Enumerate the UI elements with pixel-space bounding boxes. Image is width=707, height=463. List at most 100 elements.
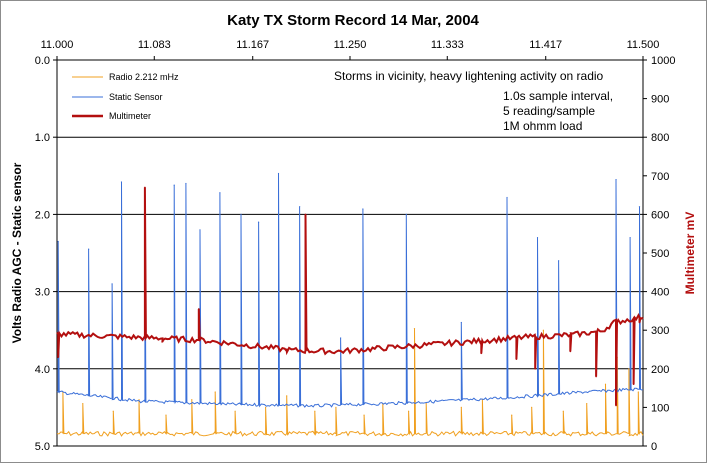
right-tick-label: 800 xyxy=(651,132,669,144)
static-spike-point xyxy=(240,213,242,215)
static-spike-point xyxy=(120,181,123,183)
right-axis-label: Multimeter mV xyxy=(683,212,697,295)
static-spike-point xyxy=(506,196,508,199)
radio-spike-point xyxy=(214,391,216,393)
radio-spike-point xyxy=(408,410,410,412)
multimeter-spike-point xyxy=(515,358,518,360)
radio-spike-point xyxy=(138,399,140,401)
plot-area xyxy=(53,56,647,447)
radio-spike-point xyxy=(637,391,639,393)
radio-spike-point xyxy=(511,414,513,416)
left-tick-label: 2.0 xyxy=(35,209,50,221)
multimeter-spike-point xyxy=(198,308,200,310)
static-spike-point xyxy=(88,248,90,250)
right-tick-label: 200 xyxy=(651,364,669,376)
legend-static-label: Static Sensor xyxy=(109,92,163,102)
static-spike-point xyxy=(299,206,301,208)
multimeter-spike-point xyxy=(144,186,146,189)
radio-spike-point xyxy=(425,402,427,405)
radio-spike-point xyxy=(286,395,288,397)
static-spike-point xyxy=(257,221,260,223)
static-spike-point xyxy=(638,206,641,208)
radio-spike-point xyxy=(628,368,630,370)
radio-spike-point xyxy=(112,410,114,412)
multimeter-spike-point xyxy=(569,350,572,353)
top-tick-label: 11.417 xyxy=(529,39,562,51)
right-tick-label: 100 xyxy=(651,402,669,414)
radio-spike-point xyxy=(460,406,462,408)
static-spike-point xyxy=(185,182,187,185)
right-tick-label: 500 xyxy=(651,248,669,260)
annotation-load: 1M ohmm load xyxy=(503,119,582,133)
legend-radio-label: Radio 2.212 mHz xyxy=(109,72,179,82)
multimeter-spike-point xyxy=(304,213,307,216)
multimeter-spike-point xyxy=(57,356,59,359)
multimeter-spike-point xyxy=(284,348,287,351)
radio-spike-point xyxy=(335,406,337,408)
static-spike-point xyxy=(536,236,539,239)
left-tick-label: 3.0 xyxy=(35,287,50,299)
multimeter-spike-point xyxy=(638,321,641,324)
multimeter-spike-point xyxy=(615,404,617,407)
series-multimeter-line xyxy=(56,187,644,406)
top-tick-label: 11.250 xyxy=(334,39,367,51)
left-tick-label: 4.0 xyxy=(35,364,50,376)
radio-spike-point xyxy=(531,406,533,408)
right-tick-label: 300 xyxy=(651,325,669,337)
radio-spike-point xyxy=(542,329,544,331)
right-tick-label: 600 xyxy=(651,209,669,221)
radio-spike-point xyxy=(363,414,365,416)
radio-spike-point xyxy=(165,414,167,416)
radio-spike-point xyxy=(191,399,193,401)
radio-spike-point xyxy=(234,410,236,412)
multimeter-spike-point xyxy=(595,375,597,378)
right-tick-label: 700 xyxy=(651,171,669,183)
static-spike-point xyxy=(173,184,175,186)
static-spike-point xyxy=(405,213,407,215)
multimeter-spike-point xyxy=(632,383,635,386)
left-tick-label: 1.0 xyxy=(35,132,50,144)
static-spike-point xyxy=(219,192,221,194)
static-spike-point xyxy=(57,240,59,243)
top-tick-label: 11.167 xyxy=(236,39,269,51)
static-spike-point xyxy=(362,208,364,210)
static-spike-point xyxy=(615,179,617,181)
static-spike-point xyxy=(558,260,560,262)
top-tick-label: 11.333 xyxy=(431,39,464,51)
static-spike-point xyxy=(199,229,201,231)
series-static-line xyxy=(56,173,644,408)
annotation-interval: 1.0s sample interval, xyxy=(503,89,613,103)
radio-spike-point xyxy=(413,328,416,330)
top-tick-label: 11.500 xyxy=(627,39,660,51)
legend: Radio 2.212 mHz Static Sensor Multimeter xyxy=(72,72,179,121)
static-spike-point xyxy=(111,283,113,285)
static-spike-point xyxy=(340,337,342,339)
right-tick-label: 0 xyxy=(651,441,657,453)
series-radio-line xyxy=(56,328,644,437)
right-tick-label: 400 xyxy=(651,287,669,299)
left-axis-label: Volts Radio AGC - Static sensor xyxy=(10,162,24,343)
left-tick-label: 5.0 xyxy=(35,441,50,453)
multimeter-spike-point xyxy=(480,352,483,355)
radio-spike-point xyxy=(82,402,84,405)
radio-spike-point xyxy=(314,410,316,412)
annotation-readings: 5 reading/sample xyxy=(503,104,595,118)
legend-multimeter-label: Multimeter xyxy=(109,111,151,121)
radio-spike-point xyxy=(586,402,588,405)
radio-spike-point xyxy=(604,383,607,385)
radio-spike-point xyxy=(562,410,564,412)
chart-title: Katy TX Storm Record 14 Mar, 2004 xyxy=(227,12,479,29)
top-tick-label: 11.083 xyxy=(138,39,171,51)
left-tick-label: 0.0 xyxy=(35,55,50,67)
static-spike-point xyxy=(460,321,462,324)
annotation-storms: Storms in vicinity, heavy lightening act… xyxy=(334,69,604,83)
static-spike-point xyxy=(629,236,631,239)
radio-spike-point xyxy=(265,406,267,408)
multimeter-spike-point xyxy=(161,340,164,343)
static-spike-point xyxy=(277,172,280,175)
top-tick-label: 11.000 xyxy=(41,39,74,51)
right-tick-label: 1000 xyxy=(651,55,675,67)
multimeter-spike-point xyxy=(534,368,536,370)
